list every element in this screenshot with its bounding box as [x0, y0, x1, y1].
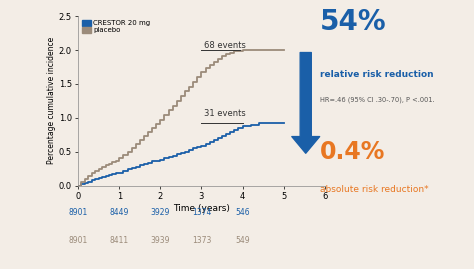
Legend: CRESTOR 20 mg, placebo: CRESTOR 20 mg, placebo: [82, 20, 151, 34]
Text: 8449: 8449: [109, 208, 129, 217]
Text: 8411: 8411: [109, 236, 129, 245]
Text: absolute risk reduction*: absolute risk reduction*: [320, 185, 428, 193]
Text: HR=.46 (95% CI .30-.70), P <.001.: HR=.46 (95% CI .30-.70), P <.001.: [320, 96, 435, 103]
Text: 31 events: 31 events: [203, 109, 245, 118]
Text: relative risk reduction: relative risk reduction: [320, 70, 434, 79]
Text: 68 events: 68 events: [203, 41, 246, 50]
Y-axis label: Percentage cumulative incidence: Percentage cumulative incidence: [47, 37, 56, 165]
Text: 0.4%: 0.4%: [320, 140, 385, 164]
X-axis label: Time (years): Time (years): [173, 204, 230, 213]
Text: 3939: 3939: [151, 236, 170, 245]
Text: 8901: 8901: [69, 208, 88, 217]
Text: 3929: 3929: [151, 208, 170, 217]
Text: 8901: 8901: [69, 236, 88, 245]
Text: 54%: 54%: [320, 8, 387, 36]
Text: 549: 549: [235, 236, 250, 245]
Text: 1374: 1374: [192, 208, 211, 217]
Text: 1373: 1373: [192, 236, 211, 245]
Text: 546: 546: [235, 208, 250, 217]
